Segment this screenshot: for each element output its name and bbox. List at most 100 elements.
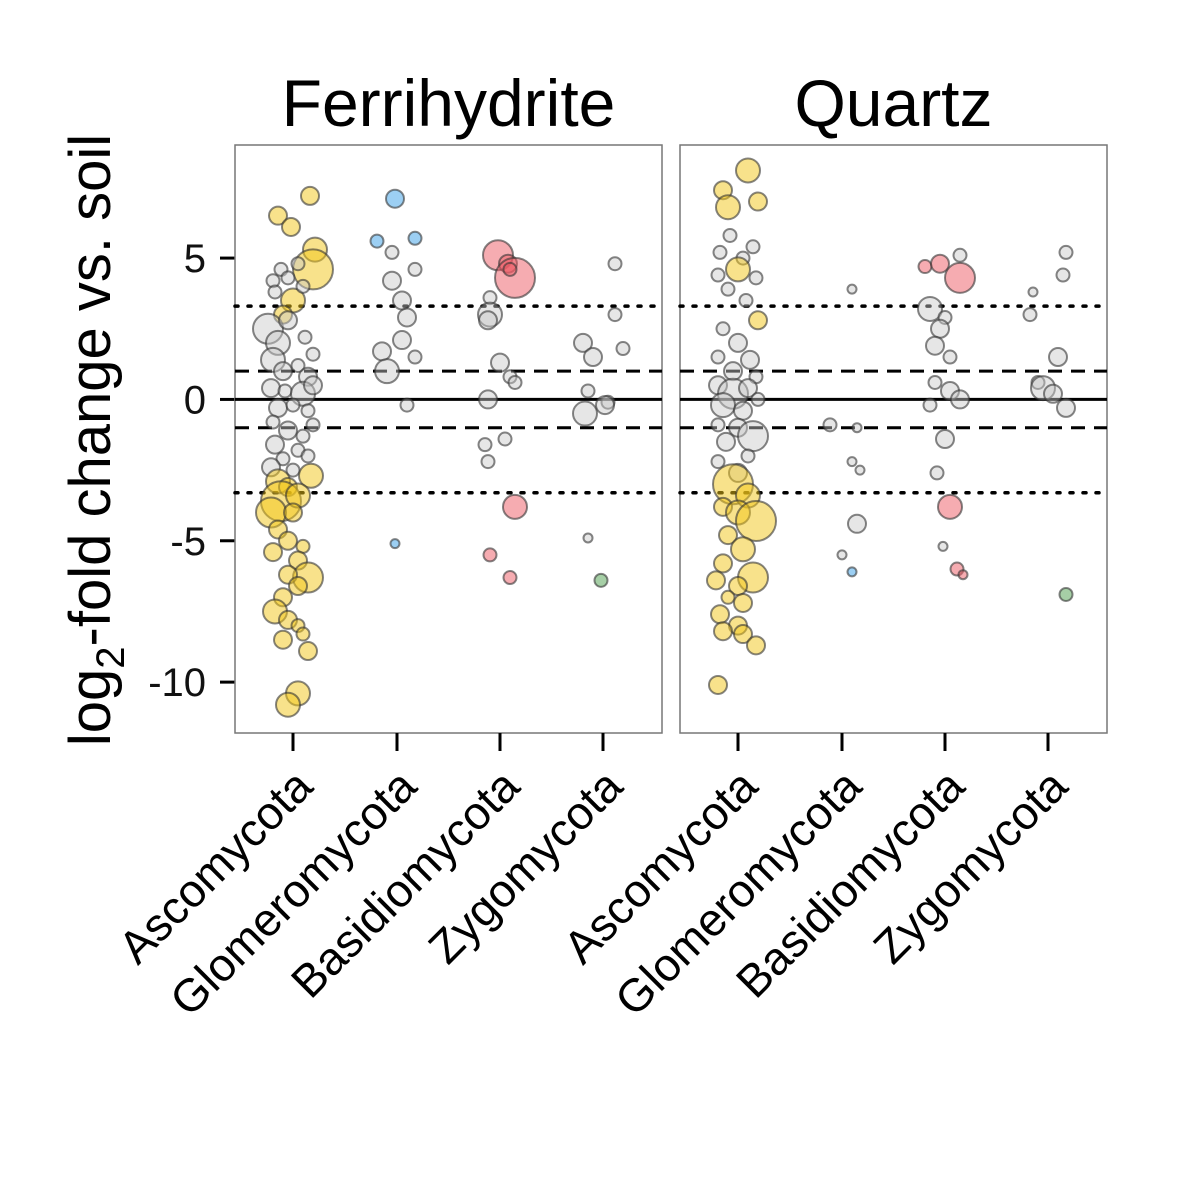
data-point	[1027, 286, 1039, 298]
data-point	[822, 417, 838, 433]
data-point	[836, 549, 848, 561]
data-point	[290, 256, 306, 272]
data-point	[278, 310, 298, 331]
data-point	[502, 570, 518, 586]
data-point	[382, 270, 402, 291]
data-point	[710, 417, 726, 433]
data-point	[265, 273, 281, 289]
data-point	[482, 547, 498, 563]
data-point	[950, 389, 970, 410]
panel-title: Ferrihydrite	[282, 66, 616, 140]
data-point	[295, 278, 311, 294]
data-point	[930, 253, 950, 274]
data-point	[720, 281, 736, 297]
data-point	[925, 335, 945, 356]
y-axis-title-rest: -fold change vs. soil	[58, 134, 123, 647]
data-point	[300, 448, 316, 464]
data-point	[723, 361, 743, 382]
data-point	[718, 525, 738, 546]
data-point	[392, 290, 412, 311]
data-point	[297, 329, 313, 345]
data-point	[385, 188, 405, 209]
data-point	[273, 629, 293, 650]
data-point	[374, 358, 400, 385]
data-point	[710, 349, 726, 365]
data-point	[944, 261, 976, 294]
data-point	[275, 451, 291, 467]
data-point	[369, 233, 385, 249]
data-point	[846, 283, 858, 295]
panels: FerrihydriteAscomycotaGlomeromycotaBasid…	[108, 66, 1109, 1026]
data-point	[384, 244, 400, 260]
data-point	[407, 261, 423, 277]
y-axis-title-main: log	[58, 669, 123, 746]
data-point	[580, 383, 596, 399]
data-point	[710, 392, 736, 419]
data-point	[1043, 383, 1063, 404]
data-point	[278, 420, 298, 441]
data-point	[748, 191, 768, 212]
data-point	[615, 341, 631, 357]
data-point	[937, 540, 949, 552]
data-point	[397, 307, 417, 328]
data-point	[478, 310, 498, 331]
data-point	[846, 566, 858, 578]
data-point	[733, 592, 753, 613]
data-point	[745, 239, 761, 255]
data-point	[748, 310, 768, 331]
data-point	[708, 674, 728, 695]
data-point	[389, 538, 401, 550]
data-point	[722, 227, 738, 243]
y-tick-label: -5	[170, 520, 206, 564]
data-point	[746, 635, 766, 656]
data-point	[715, 194, 741, 221]
data-point	[300, 185, 320, 206]
data-point	[267, 284, 283, 300]
data-point	[738, 292, 754, 308]
data-point	[730, 536, 756, 563]
panel-title: Quartz	[794, 66, 992, 140]
data-point	[490, 352, 510, 373]
data-point	[273, 361, 293, 382]
data-point	[285, 397, 301, 413]
data-point	[750, 391, 766, 407]
y-axis-title-subscript: 2	[89, 646, 133, 668]
data-point	[735, 157, 761, 184]
data-point	[735, 499, 777, 542]
data-point	[927, 374, 943, 390]
data-point	[854, 464, 866, 476]
data-point	[482, 290, 498, 306]
data-point	[737, 420, 769, 453]
data-point	[399, 397, 415, 413]
data-point	[263, 542, 283, 563]
data-point	[917, 259, 933, 275]
data-point	[716, 431, 736, 452]
data-point	[260, 346, 286, 373]
data-point	[277, 383, 293, 399]
data-point	[392, 330, 412, 351]
data-point	[295, 626, 311, 642]
data-point	[713, 553, 733, 574]
data-point	[720, 589, 736, 605]
data-point	[275, 691, 301, 718]
data-point	[738, 378, 758, 399]
data-point	[1030, 375, 1056, 402]
data-point	[288, 576, 308, 596]
data-point	[305, 346, 321, 362]
data-point	[740, 448, 756, 464]
data-point	[715, 321, 731, 337]
data-point	[295, 428, 311, 444]
data-point	[507, 374, 523, 390]
data-point	[372, 341, 392, 362]
data-point	[846, 456, 858, 468]
data-point	[265, 434, 285, 455]
data-point	[477, 437, 493, 453]
data-point	[725, 256, 751, 283]
data-point	[283, 502, 303, 523]
data-point	[728, 332, 748, 353]
data-point	[942, 349, 958, 365]
data-point	[281, 216, 301, 237]
data-point	[1056, 397, 1076, 418]
data-point	[740, 349, 760, 370]
